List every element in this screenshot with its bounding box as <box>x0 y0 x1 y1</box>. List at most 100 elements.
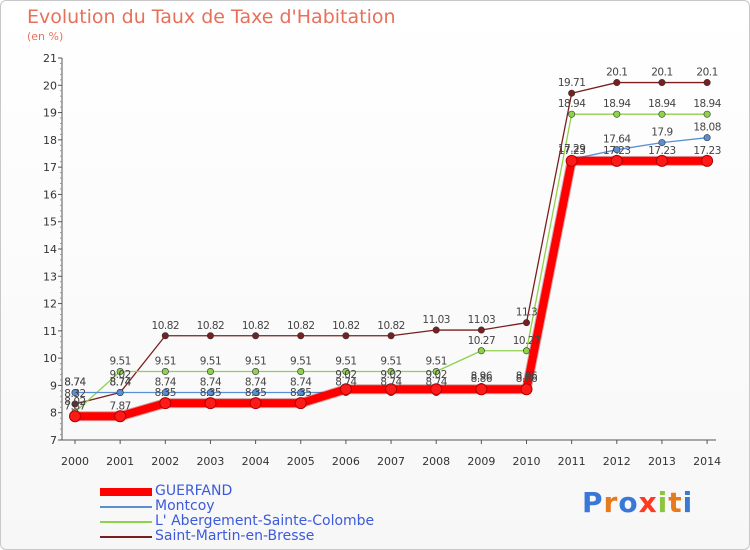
data-label: 17.64 <box>603 134 631 146</box>
data-point <box>297 368 305 376</box>
data-point <box>252 368 260 376</box>
data-label: 20.1 <box>651 67 672 79</box>
x-tick-label: 2002 <box>151 455 179 468</box>
data-point <box>161 368 169 376</box>
data-point <box>477 347 485 355</box>
data-point <box>565 154 578 167</box>
data-label: 20.1 <box>606 67 627 79</box>
data-label: 10.27 <box>468 335 496 347</box>
data-point <box>339 383 352 396</box>
x-tick-label: 2014 <box>693 455 721 468</box>
data-label: 10.82 <box>377 320 405 332</box>
chart-unit: (en %) <box>27 30 64 43</box>
x-tick-label: 2012 <box>603 455 631 468</box>
data-label: 8.35 <box>290 387 311 399</box>
data-label: 10.82 <box>332 320 360 332</box>
data-label: 10.82 <box>287 320 315 332</box>
legend-swatch <box>100 488 152 496</box>
data-point <box>297 389 305 397</box>
data-label: 11.03 <box>422 314 450 326</box>
data-point <box>430 383 443 396</box>
data-point <box>613 110 621 118</box>
proxiti-logo: Proxiti <box>582 486 694 519</box>
data-point <box>206 389 214 397</box>
x-tick-label: 2009 <box>467 455 495 468</box>
data-label: 9.51 <box>426 356 447 368</box>
data-point <box>342 332 350 340</box>
data-label: 17.23 <box>558 145 586 157</box>
series-line-montcoy <box>74 137 708 394</box>
data-point <box>703 79 711 87</box>
data-point <box>475 383 488 396</box>
y-tick-label: 12 <box>43 298 57 311</box>
legend-item: L' Abergement-Sainte-Colombe <box>100 513 420 530</box>
data-label: 10.27 <box>513 335 541 347</box>
data-label: 8.74 <box>245 377 267 389</box>
data-point <box>655 154 668 167</box>
data-label: 17.29 <box>558 143 586 155</box>
y-tick-label: 15 <box>43 216 57 229</box>
data-label: 7.87 <box>64 400 85 412</box>
x-tick-label: 2007 <box>377 455 405 468</box>
data-label: 8.96 <box>471 371 493 383</box>
data-label: 10.82 <box>197 320 225 332</box>
legend-item: GUERFAND <box>100 483 420 500</box>
data-label: 8.74 <box>109 377 131 389</box>
chart-title: Evolution du Taux de Taxe d'Habitation <box>27 6 396 28</box>
data-label: 8.86 <box>516 373 538 385</box>
data-label: 8.35 <box>155 387 176 399</box>
y-tick-label: 17 <box>43 161 57 174</box>
data-point <box>658 79 666 87</box>
data-point <box>116 368 124 376</box>
data-label: 18.94 <box>558 98 586 110</box>
data-point <box>610 154 623 167</box>
data-point <box>703 110 711 118</box>
data-label: 9.51 <box>109 356 130 368</box>
data-label: 10.82 <box>152 320 180 332</box>
x-tick-label: 2004 <box>242 455 270 468</box>
data-point <box>297 332 305 340</box>
data-label: 8.96 <box>516 371 538 383</box>
legend-swatch <box>100 506 152 508</box>
data-label: 9.02 <box>335 369 356 381</box>
data-label: 8.74 <box>64 377 86 389</box>
x-tick-label: 2003 <box>196 455 224 468</box>
data-point <box>294 397 307 410</box>
data-label: 8.74 <box>64 377 86 389</box>
data-point <box>206 368 214 376</box>
data-point <box>71 389 79 397</box>
data-point <box>658 139 666 147</box>
y-tick-label: 21 <box>43 52 57 65</box>
data-point <box>658 110 666 118</box>
data-point <box>522 347 530 355</box>
data-point <box>69 410 81 423</box>
data-point <box>703 134 711 142</box>
data-label: 8.86 <box>471 373 493 385</box>
data-label: 9.02 <box>426 369 447 381</box>
data-point <box>613 146 621 154</box>
data-point <box>568 89 576 97</box>
data-point <box>249 397 262 410</box>
data-label: 17.23 <box>693 145 721 157</box>
y-tick-label: 16 <box>43 188 57 201</box>
data-label: 8.35 <box>200 387 221 399</box>
data-point <box>206 332 214 340</box>
data-label: 8.02 <box>64 396 85 408</box>
data-label: 18.94 <box>693 98 721 110</box>
data-point <box>159 397 172 410</box>
data-label: 17.23 <box>603 145 631 157</box>
data-label: 9.02 <box>380 369 401 381</box>
data-label: 7.87 <box>109 400 130 412</box>
legend-swatch <box>100 521 152 523</box>
data-label: 8.74 <box>290 377 312 389</box>
x-tick-label: 2011 <box>558 455 586 468</box>
y-tick-label: 7 <box>50 434 57 447</box>
y-tick-label: 8 <box>50 407 57 420</box>
data-label: 8.74 <box>109 377 131 389</box>
data-point <box>387 332 395 340</box>
legend-label: Saint-Martin-en-Bresse <box>155 528 315 544</box>
data-point <box>701 154 714 167</box>
data-label: 8.74 <box>380 377 402 389</box>
y-tick-label: 19 <box>43 107 57 120</box>
